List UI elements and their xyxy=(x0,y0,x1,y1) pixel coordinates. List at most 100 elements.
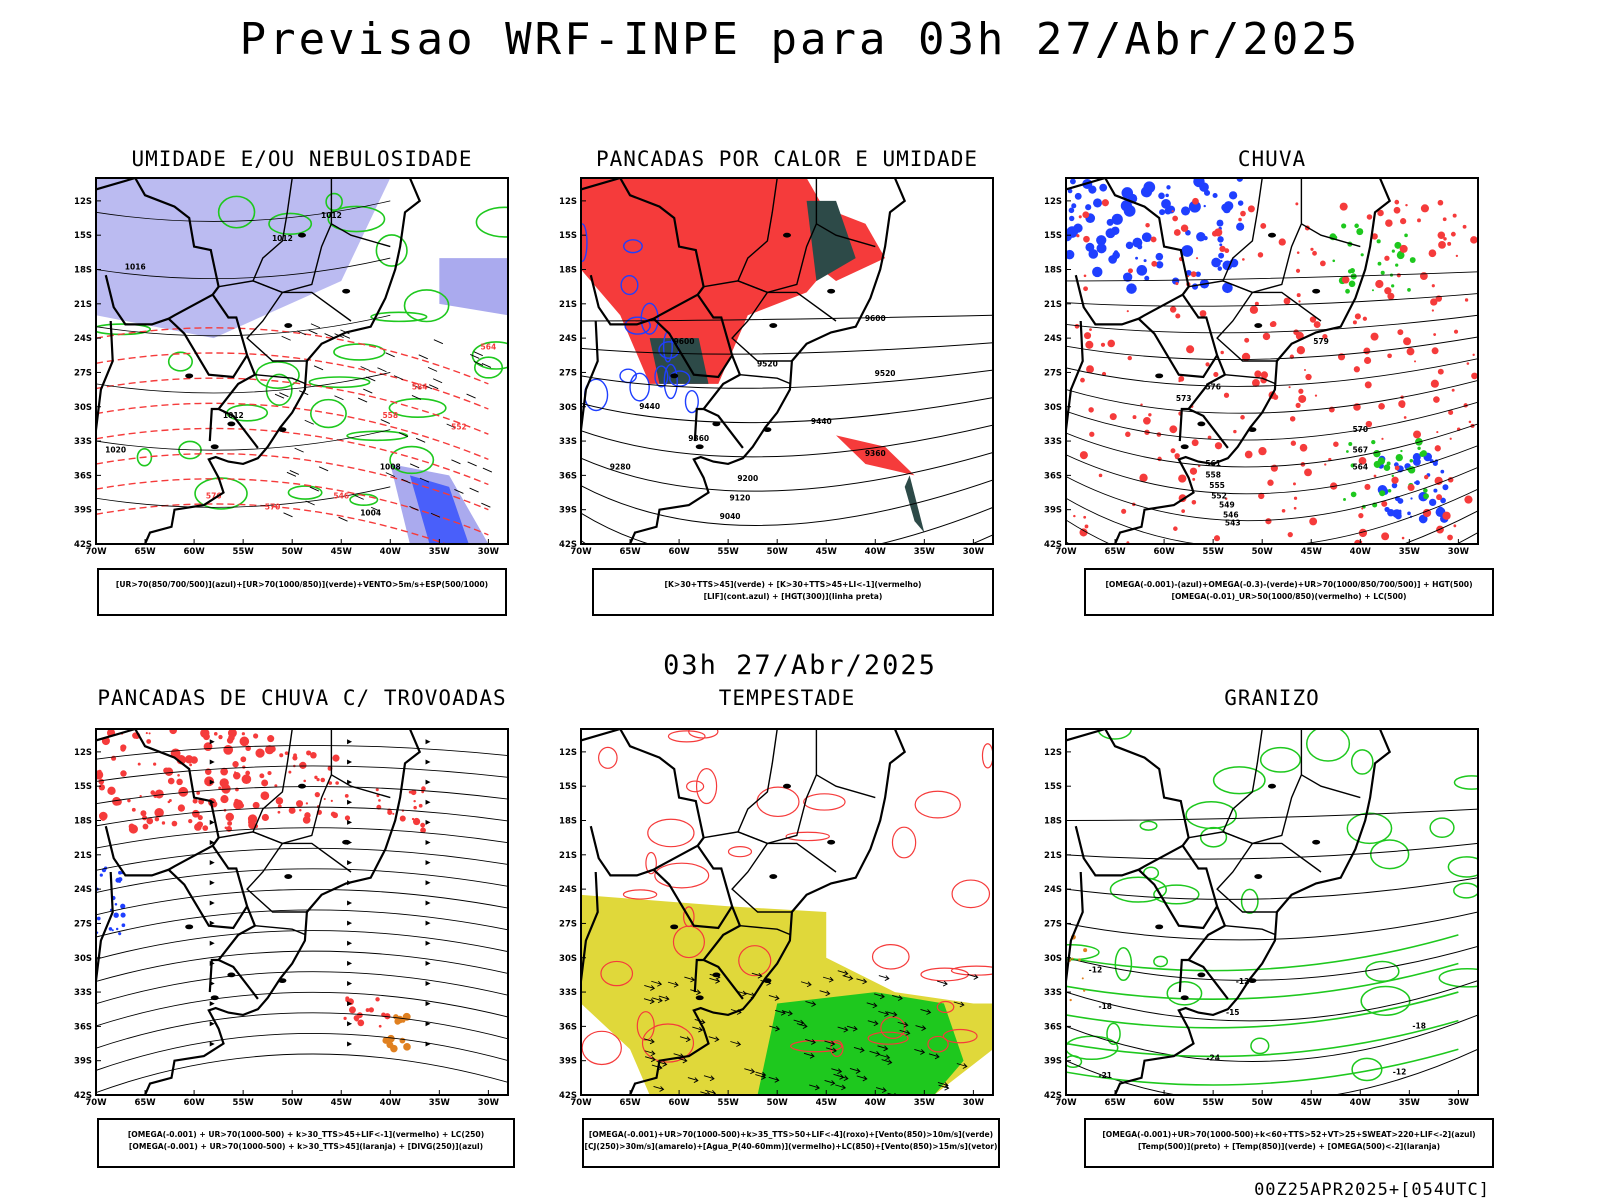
thunder-area-red xyxy=(420,822,426,828)
state-border xyxy=(1188,831,1277,913)
thunder-area-red xyxy=(153,762,157,766)
humidity-contour xyxy=(375,234,408,267)
geopotential-contour xyxy=(581,342,993,355)
thunder-area-red xyxy=(399,815,406,822)
rain-area-red xyxy=(1295,202,1299,206)
thickness-contour xyxy=(96,377,489,435)
wind-vector xyxy=(856,978,868,985)
lon-tick-label: 30W xyxy=(963,547,985,557)
legend-line: [CJ(250)>30m/s](amarelo)+[Agua_P(40-60mm… xyxy=(584,1142,998,1151)
wind-vector xyxy=(805,1039,816,1045)
rain-area-red xyxy=(1258,492,1265,500)
streamline-arrow xyxy=(347,779,353,785)
streamline-arrow xyxy=(209,1021,215,1027)
rain-area-green xyxy=(1420,450,1427,457)
water-vapor-contour xyxy=(803,793,846,811)
wind-vector xyxy=(881,1059,893,1066)
wind-arrow xyxy=(304,419,314,425)
rain-area-red xyxy=(1190,271,1197,278)
state-border xyxy=(1224,374,1277,385)
lake xyxy=(783,232,791,238)
contour-label: 9360 xyxy=(688,434,709,443)
rain-area-red xyxy=(1078,215,1082,219)
rain-area-red xyxy=(1313,321,1321,329)
rain-area-blue xyxy=(1412,458,1421,466)
thunder-area-red xyxy=(146,817,154,825)
lake xyxy=(1268,232,1276,238)
thunder-area-red xyxy=(418,803,423,808)
rain-area-red xyxy=(1189,467,1198,475)
rain-area-blue xyxy=(1099,183,1108,192)
lake xyxy=(278,427,287,433)
divergence-area-blue xyxy=(118,932,122,936)
wind-vector xyxy=(869,1050,881,1057)
thunder-area-red xyxy=(296,800,304,808)
rain-area-red xyxy=(1378,402,1385,410)
map-frame xyxy=(580,177,994,545)
rain-area-red xyxy=(1267,479,1274,486)
thunder-area-red xyxy=(100,815,106,821)
streamline-arrow xyxy=(425,940,431,946)
rain-area-blue xyxy=(1123,272,1133,282)
rain-area-red xyxy=(1464,298,1469,302)
water-vapor-contour xyxy=(641,1023,695,1063)
rain-area-red xyxy=(1401,536,1405,540)
country-border xyxy=(1066,871,1084,994)
rain-area-red xyxy=(1384,255,1390,261)
lat-tick-label: 15S xyxy=(74,782,92,792)
lon-tick-label: 35W xyxy=(429,547,451,557)
country-border xyxy=(1066,178,1229,449)
wind-arrow xyxy=(366,376,376,382)
water-vapor-contour xyxy=(695,768,718,805)
rain-area-red xyxy=(1083,274,1087,278)
rain-area-green xyxy=(1373,450,1381,458)
rain-area-red xyxy=(1399,244,1408,253)
thunder-area-red xyxy=(288,770,292,774)
rain-area-blue xyxy=(1143,259,1147,263)
geopotential-contour xyxy=(581,397,993,424)
rain-area-red xyxy=(1413,430,1421,439)
rain-area-red xyxy=(1437,199,1444,206)
wind-vector xyxy=(643,998,655,1005)
rain-area-red xyxy=(1387,353,1392,359)
rain-area-green xyxy=(1387,489,1392,493)
rain-area-red xyxy=(1433,333,1437,336)
thunder-area-red xyxy=(260,774,265,778)
thunder-area-red xyxy=(241,774,252,785)
rain-area-red xyxy=(1089,431,1095,437)
thunder-area-red xyxy=(323,797,326,801)
lat-tick-label: 12S xyxy=(74,748,92,758)
rain-area-red xyxy=(1238,217,1242,222)
streamline xyxy=(96,1012,508,1049)
wind-vector xyxy=(809,1084,820,1091)
legend-tempestade: [OMEGA(-0.001)+UR>70(1000-500)+k>35_TTS>… xyxy=(582,1118,1000,1168)
rain-area-green xyxy=(1377,457,1386,465)
wind-vector xyxy=(793,1019,805,1026)
streamline xyxy=(96,786,508,805)
lon-tick-label: 45W xyxy=(1301,1098,1323,1108)
country-border xyxy=(1074,274,1184,326)
rain-area-blue xyxy=(1220,259,1223,263)
state-border xyxy=(331,774,391,799)
humidity-contour xyxy=(217,195,256,229)
water-vapor-contour xyxy=(830,1040,844,1058)
rain-area-red xyxy=(1373,474,1377,478)
water-vapor-contour xyxy=(867,1031,909,1045)
lon-tick-label: 55W xyxy=(1203,1098,1225,1108)
rain-area-blue xyxy=(1188,200,1201,213)
lifted-index-contour xyxy=(654,365,669,388)
rain-area-green xyxy=(1394,241,1402,249)
rain-area-green xyxy=(1350,463,1355,468)
thunder-area-red xyxy=(146,739,152,744)
rain-area-red xyxy=(1288,386,1291,389)
temp850-contour xyxy=(1114,947,1133,982)
wind-arrow xyxy=(380,419,390,424)
lat-tick-label: 30S xyxy=(74,954,92,964)
wind-vector xyxy=(768,1076,780,1083)
rain-area-red xyxy=(1354,539,1361,544)
lat-tick-label: 12S xyxy=(1044,748,1062,758)
wind-vector xyxy=(937,1082,949,1088)
height-contour xyxy=(1066,380,1478,414)
wind-vector xyxy=(644,1056,656,1063)
lat-tick-label: 33S xyxy=(74,437,92,447)
